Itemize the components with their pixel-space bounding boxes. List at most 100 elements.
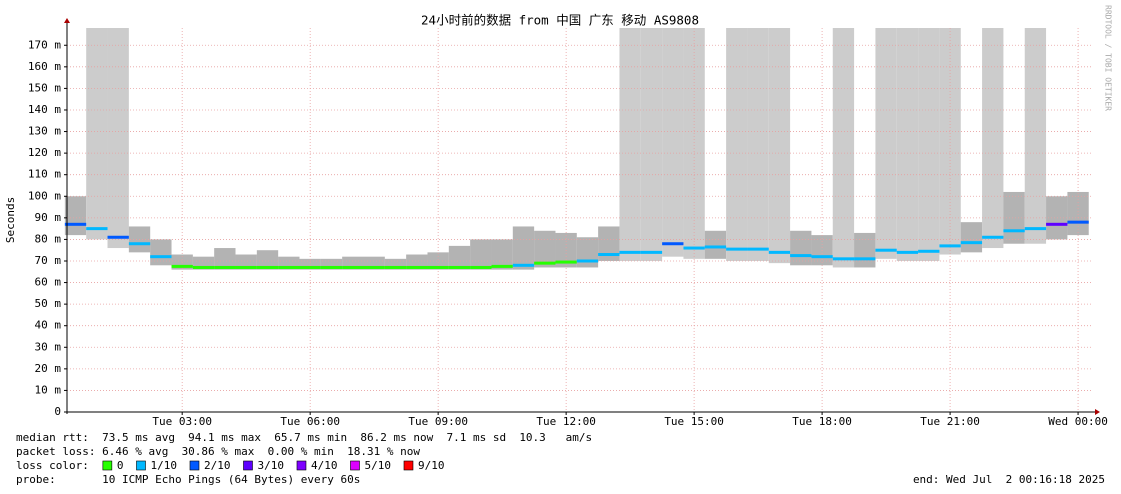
median: [320, 265, 343, 269]
y-tick-label: 130 m: [28, 125, 61, 138]
axis-arrow: [64, 18, 70, 23]
median: [1046, 222, 1068, 226]
median: [235, 265, 257, 269]
median: [534, 261, 556, 265]
smoke: [704, 230, 727, 259]
smoke: [960, 222, 983, 253]
median: [875, 248, 897, 252]
y-tick-label: 150 m: [28, 81, 61, 94]
smoke: [1067, 191, 1089, 236]
y-tick-label: 10 m: [35, 383, 62, 396]
smoke: [832, 28, 855, 268]
y-tick-label: 140 m: [28, 103, 61, 116]
y-tick-label: 80 m: [35, 232, 62, 245]
median: [982, 235, 1004, 239]
legend-swatch: [350, 460, 360, 471]
watermark: RRDTOOL / TOBI OETIKER: [1104, 5, 1113, 111]
smoke: [320, 258, 343, 270]
y-tick-label: 50 m: [35, 297, 62, 310]
median: [619, 250, 641, 254]
median: [1024, 227, 1047, 231]
median: [726, 247, 748, 251]
smoke: [86, 28, 108, 240]
smoke: [534, 230, 556, 268]
y-tick-label: 90 m: [35, 211, 62, 224]
smoke: [640, 28, 663, 261]
median: [406, 265, 428, 269]
x-tick-label: Tue 03:00: [152, 415, 212, 428]
smoke: [875, 28, 897, 259]
smoke: [896, 28, 919, 261]
legend-label: 1/10: [150, 459, 177, 472]
median: [278, 265, 300, 269]
legend-label: 5/10: [364, 459, 391, 472]
smoke: [214, 248, 236, 270]
y-tick-label: 40 m: [35, 319, 62, 332]
smoke: [982, 28, 1004, 249]
median: [107, 235, 129, 239]
median: [86, 227, 108, 231]
median: [598, 253, 620, 257]
smoke: [939, 28, 961, 255]
smoke: [747, 28, 769, 261]
median: [427, 265, 449, 269]
median: [1067, 220, 1089, 224]
median: [491, 264, 513, 268]
smoke: [107, 28, 129, 249]
legend-swatch: [189, 460, 200, 471]
y-axis-label: Seconds: [4, 197, 17, 243]
smoke: [384, 258, 407, 270]
legend-swatch: [136, 460, 146, 471]
smoke: [854, 232, 876, 268]
y-tick-label: 60 m: [35, 276, 62, 289]
y-tick-label: 0: [54, 405, 61, 418]
legend-swatch: [403, 460, 414, 471]
median: [448, 265, 471, 269]
median: [384, 265, 407, 269]
smoke: [299, 258, 321, 270]
smoke: [726, 28, 748, 261]
y-tick-label: 70 m: [35, 254, 62, 267]
median: [918, 249, 940, 253]
median: [1003, 229, 1025, 233]
smoke: [427, 252, 449, 270]
median: [939, 244, 961, 248]
smoke: [64, 196, 87, 236]
smoke: [683, 28, 705, 259]
y-tick-label: 160 m: [28, 60, 61, 73]
legend-swatch: [102, 460, 113, 471]
legend-label: 2/10: [204, 459, 231, 472]
legend-title: loss color:: [16, 459, 89, 472]
smoke: [768, 28, 791, 264]
smoke: [448, 245, 471, 270]
smoke: [256, 250, 279, 270]
y-tick-label: 120 m: [28, 146, 61, 159]
median: [128, 242, 151, 246]
median: [768, 250, 791, 254]
x-tick-label: Tue 18:00: [792, 415, 852, 428]
y-tick-label: 100 m: [28, 189, 61, 202]
smoke: [512, 226, 535, 270]
smoke: [619, 28, 641, 261]
median: [192, 265, 215, 269]
stats-line: median rtt: 73.5 ms avg 94.1 ms max 65.7…: [16, 431, 592, 444]
y-tick-label: 110 m: [28, 168, 61, 181]
x-tick-label: Tue 21:00: [920, 415, 980, 428]
median: [171, 264, 193, 268]
median: [790, 254, 812, 258]
legend-label: 0: [117, 459, 124, 472]
smoke: [598, 226, 620, 261]
x-tick-label: Tue 06:00: [280, 415, 340, 428]
median: [662, 242, 684, 246]
x-tick-label: Tue 09:00: [408, 415, 468, 428]
smoke: [406, 254, 428, 270]
x-tick-label: Wed 00:00: [1048, 415, 1108, 428]
median: [576, 259, 599, 263]
smoke: [662, 28, 684, 257]
end-time: end: Wed Jul 2 00:16:18 2025: [913, 473, 1105, 486]
smoke: [470, 239, 492, 270]
y-tick-label: 170 m: [28, 38, 61, 51]
median: [299, 265, 321, 269]
median: [683, 246, 705, 250]
